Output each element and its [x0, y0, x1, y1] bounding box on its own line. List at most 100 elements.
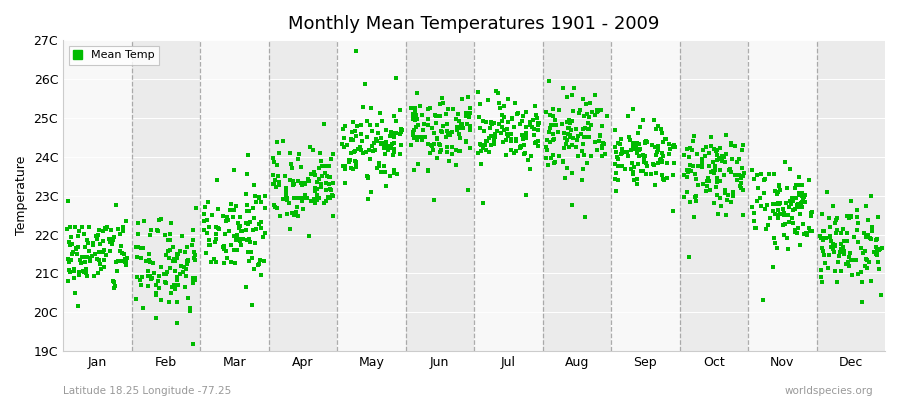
Point — [868, 251, 883, 257]
Point — [818, 234, 832, 241]
Point — [497, 103, 511, 109]
Point — [239, 202, 254, 208]
Point — [346, 165, 360, 172]
Point — [440, 144, 454, 150]
Point — [870, 248, 885, 254]
Point — [636, 159, 651, 166]
Point — [164, 290, 178, 296]
Point — [823, 224, 837, 230]
Point — [695, 161, 709, 167]
Point — [199, 250, 213, 256]
Point — [78, 265, 93, 272]
Point — [168, 258, 183, 264]
Point — [793, 242, 807, 248]
Point — [176, 268, 190, 275]
Point — [523, 166, 537, 172]
Point — [300, 194, 314, 201]
Point — [428, 112, 443, 118]
Point — [791, 202, 806, 209]
Point — [435, 95, 449, 102]
Point — [415, 137, 429, 143]
Point — [454, 124, 468, 131]
Point — [518, 135, 533, 141]
Point — [786, 206, 800, 213]
Point — [552, 107, 566, 113]
Point — [241, 220, 256, 227]
Point — [365, 148, 380, 154]
Point — [409, 116, 423, 123]
Point — [563, 132, 578, 139]
Point — [569, 126, 583, 132]
Point — [464, 122, 478, 129]
Point — [157, 270, 171, 277]
Point — [378, 151, 392, 157]
Point — [369, 136, 383, 142]
Point — [86, 240, 100, 247]
Point — [115, 250, 130, 256]
Point — [321, 194, 336, 200]
Point — [633, 146, 647, 152]
Point — [323, 186, 338, 192]
Point — [83, 255, 97, 261]
Point — [336, 162, 350, 169]
Point — [420, 167, 435, 173]
Y-axis label: Temperature: Temperature — [15, 156, 28, 235]
Point — [501, 119, 516, 126]
Point — [76, 268, 90, 274]
Point — [97, 246, 112, 253]
Point — [189, 205, 203, 212]
Point — [623, 137, 637, 143]
Point — [608, 144, 622, 150]
Point — [814, 279, 829, 286]
Point — [526, 126, 541, 132]
Point — [373, 110, 387, 116]
Point — [580, 126, 595, 132]
Point — [513, 143, 527, 149]
Point — [626, 106, 640, 112]
Point — [217, 246, 231, 252]
Point — [709, 148, 724, 154]
Point — [652, 157, 667, 163]
Point — [630, 150, 644, 156]
Point — [66, 249, 80, 255]
Point — [562, 124, 576, 131]
Point — [545, 137, 560, 144]
Point — [697, 146, 711, 153]
Point — [472, 101, 487, 108]
Point — [248, 199, 263, 205]
Point — [286, 212, 301, 218]
Point — [104, 227, 119, 234]
Point — [518, 150, 532, 156]
Bar — [268, 40, 337, 351]
Point — [488, 131, 502, 137]
Point — [815, 228, 830, 234]
Point — [628, 146, 643, 152]
Point — [872, 266, 886, 272]
Point — [473, 160, 488, 167]
Point — [347, 128, 362, 134]
Point — [851, 238, 866, 245]
Point — [63, 242, 77, 248]
Point — [308, 195, 322, 202]
Point — [616, 149, 630, 155]
Point — [170, 299, 184, 305]
Point — [450, 124, 464, 130]
Point — [735, 164, 750, 171]
Point — [178, 266, 193, 272]
Point — [778, 212, 792, 218]
Point — [188, 252, 202, 258]
Point — [655, 158, 670, 164]
Point — [317, 200, 331, 206]
Point — [777, 210, 791, 216]
Point — [310, 186, 325, 192]
Point — [423, 150, 437, 156]
Point — [162, 231, 176, 237]
Point — [149, 292, 164, 299]
Point — [387, 170, 401, 176]
Point — [794, 200, 808, 206]
Point — [291, 178, 305, 184]
Point — [448, 147, 463, 154]
Point — [654, 158, 669, 165]
Point — [491, 90, 506, 96]
Point — [309, 185, 323, 191]
